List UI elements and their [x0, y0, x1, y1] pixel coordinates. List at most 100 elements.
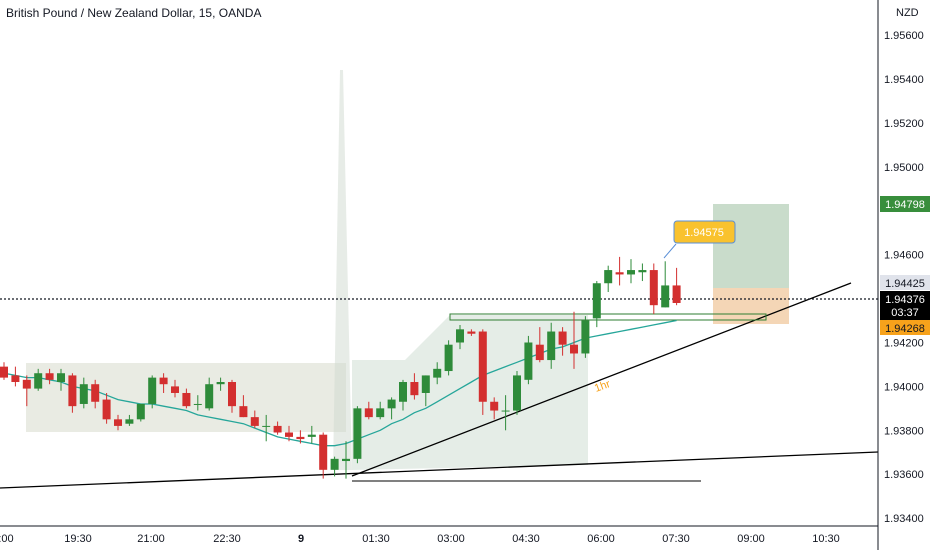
candle-52 — [592, 281, 601, 328]
stop-price-label: 1.94268 — [880, 320, 930, 335]
candle-body-7 — [79, 384, 88, 404]
candle-25 — [285, 425, 293, 442]
candle-26 — [296, 430, 305, 444]
svg-text:1.94268: 1.94268 — [885, 323, 925, 335]
level-price-label: 1.94425 — [880, 275, 930, 290]
candle-body-19 — [216, 382, 225, 385]
y-tick-label-7: 1.95000 — [884, 162, 924, 174]
candle-body-54 — [615, 272, 624, 275]
candle-53 — [604, 265, 613, 293]
candle-31 — [353, 406, 362, 464]
candles-layer — [0, 256, 681, 479]
time-axis[interactable]: :00 19:30 21:00 22:30 9 01:30 03:00 04:30 06:00 0… — [0, 525, 878, 545]
candle-body-10 — [114, 419, 122, 426]
candle-33 — [376, 401, 385, 420]
candle-body-9 — [102, 399, 111, 420]
chart-title: British Pound / New Zealand Dollar, 15, … — [6, 6, 262, 20]
candle-body-11 — [125, 419, 134, 424]
candle-30 — [342, 441, 350, 479]
candle-44 — [501, 395, 510, 431]
candle-body-1 — [11, 375, 20, 383]
candle-6 — [68, 373, 77, 413]
candle-42 — [478, 329, 487, 415]
candle-57 — [649, 263, 658, 314]
price-axis[interactable]: NZD 1.934001.936001.938001.940001.942001… — [877, 0, 932, 550]
svg-text:1.94798: 1.94798 — [885, 199, 925, 211]
candle-body-59 — [672, 285, 681, 303]
candle-21 — [239, 395, 248, 418]
candle-2 — [22, 375, 31, 407]
candle-34 — [387, 397, 396, 420]
candle-body-0 — [0, 366, 8, 378]
candle-41 — [467, 329, 476, 336]
candle-body-17 — [193, 403, 202, 405]
callout-text: 1.94575 — [684, 227, 724, 239]
candle-55 — [627, 259, 635, 284]
bar-countdown: 03:37 — [891, 307, 919, 319]
x-tick-label-4: 9 — [298, 533, 304, 545]
candle-body-44 — [501, 410, 510, 412]
candle-17 — [193, 395, 202, 411]
candle-body-13 — [148, 377, 157, 404]
price-callout[interactable]: 1.94575 — [663, 220, 736, 259]
candle-15 — [171, 379, 179, 398]
candle-body-35 — [399, 382, 407, 402]
candle-body-15 — [171, 386, 179, 393]
candle-5 — [57, 368, 65, 391]
candle-9 — [102, 392, 111, 424]
candle-body-58 — [661, 285, 670, 308]
candle-body-32 — [364, 408, 373, 418]
candle-body-53 — [604, 270, 613, 284]
x-tick-label-3: 22:30 — [213, 533, 241, 545]
y-tick-label-0: 1.93400 — [884, 513, 924, 525]
candle-3 — [34, 368, 43, 391]
candle-body-3 — [34, 373, 43, 389]
y-tick-label-1: 1.93600 — [884, 469, 924, 481]
candle-48 — [547, 322, 556, 369]
target-price-label: 1.94798 — [880, 196, 930, 212]
callout-box — [673, 220, 736, 244]
rising-trendline — [351, 282, 852, 477]
x-tick-labels: :00 19:30 21:00 22:30 9 01:30 03:00 04:30 06:00 0… — [0, 533, 840, 545]
candle-body-14 — [159, 377, 168, 385]
candle-body-29 — [330, 458, 339, 470]
candle-12 — [136, 403, 145, 422]
x-tick-label-8: 06:00 — [587, 533, 615, 545]
candle-body-21 — [239, 406, 248, 418]
candle-1 — [11, 366, 20, 387]
candle-body-40 — [456, 329, 464, 343]
candle-body-34 — [387, 399, 396, 409]
spike-shadow — [333, 70, 352, 470]
candle-27 — [307, 425, 316, 444]
candle-58 — [661, 261, 670, 308]
candle-38 — [433, 362, 442, 385]
candle-46 — [524, 335, 533, 385]
zone-label: 1hr — [593, 378, 612, 395]
candle-51 — [581, 316, 590, 358]
breakout-box — [449, 313, 767, 321]
candle-10 — [114, 414, 122, 431]
candle-body-18 — [205, 384, 214, 409]
candle-14 — [159, 373, 168, 393]
candle-body-27 — [307, 434, 316, 437]
candle-body-28 — [319, 434, 328, 470]
y-tick-label-10: 1.95600 — [884, 30, 924, 42]
candle-body-26 — [296, 436, 305, 440]
candle-body-22 — [250, 417, 259, 426]
candle-4 — [45, 368, 54, 385]
candle-56 — [638, 263, 647, 282]
candle-body-30 — [342, 458, 350, 462]
y-tick-label-8: 1.95200 — [884, 118, 924, 130]
ema-layer — [3, 319, 677, 447]
x-tick-label-6: 03:00 — [437, 533, 465, 545]
candle-body-12 — [136, 403, 145, 420]
candle-22 — [250, 410, 259, 429]
candle-54 — [615, 256, 624, 286]
candle-body-39 — [444, 344, 453, 372]
candle-body-52 — [592, 283, 601, 319]
candle-36 — [410, 373, 419, 400]
candle-0 — [0, 362, 8, 380]
candle-8 — [91, 379, 100, 409]
candle-49 — [558, 327, 567, 356]
